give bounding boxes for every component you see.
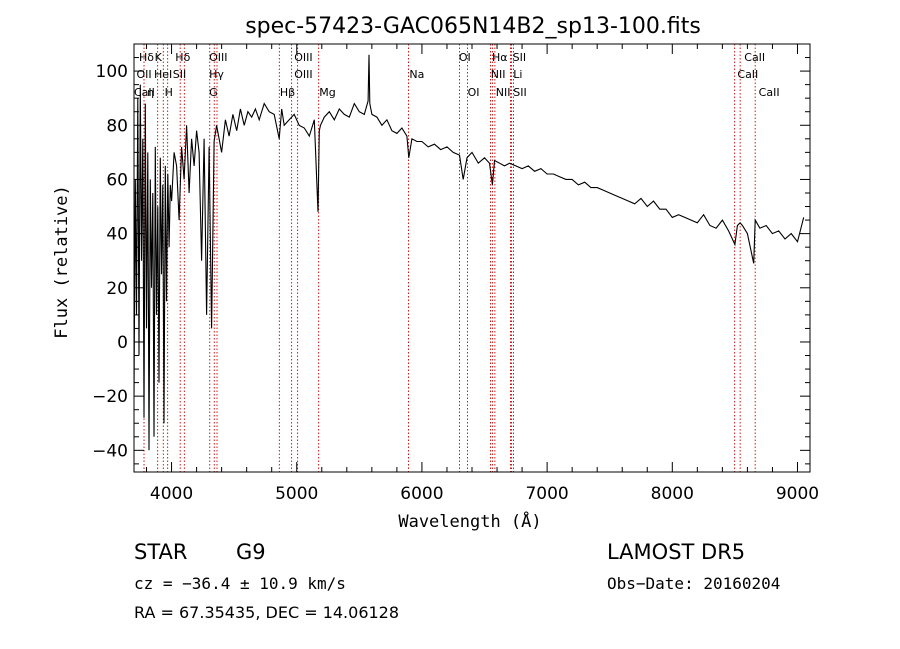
line-label-18: CaII [134,86,155,99]
line-label-9: OII [137,68,152,81]
y-tick-label-4: 40 [106,225,128,245]
survey-name: LAMOST DR5 [607,540,746,564]
line-label-26: SII [513,86,526,99]
line-label-12: Hγ [209,68,224,81]
chart-title: spec-57423-GAC065N14B2_sp13-100.fits [245,14,701,39]
line-label-3: OIII [209,51,227,64]
line-label-23: Mg [319,86,335,99]
line-label-7: SII [513,51,526,64]
x-tick-label-5: 9000 [776,484,819,504]
line-label-24: OI [468,86,480,99]
line-label-2: Hδ [175,51,190,64]
y-axis-label: Flux (relative) [52,185,72,339]
x-tick-label-0: 4000 [150,484,193,504]
line-label-16: Li [513,68,522,81]
line-label-27: CaII [759,86,780,99]
line-label-1: K [155,51,163,64]
y-tick-label-3: 20 [106,279,128,299]
x-tick-label-4: 8000 [651,484,694,504]
line-label-11: SII [173,68,186,81]
object-type: STAR [134,540,188,564]
line-label-10: HeI [154,68,172,81]
observation-date: Obs−Date: 20160204 [607,574,781,593]
y-tick-label-2: 0 [117,333,128,353]
spectrum-line [134,54,805,451]
line-label-17: CaII [737,68,758,81]
y-tick-label-0: −40 [92,441,128,461]
redshift-readout: cz = −36.4 ± 10.9 km/s [134,574,346,593]
y-tick-label-1: −20 [92,387,128,407]
line-label-19: η [147,86,154,99]
line-label-6: Hα [492,51,508,64]
x-tick-label-3: 7000 [525,484,568,504]
line-label-4: OIII [294,51,312,64]
x-tick-label-2: 6000 [400,484,443,504]
line-label-22: Hβ [280,86,295,99]
line-label-13: OIII [294,68,312,81]
line-label-5: OI [459,51,471,64]
plot-frame [133,43,811,473]
spectral-subclass: G9 [236,540,266,564]
line-label-25: NII [496,86,511,99]
y-tick-label-5: 60 [106,170,128,190]
line-label-0: Hδ [139,51,154,64]
line-label-20: H [165,86,173,99]
coordinates-readout: RA = 67.35435, DEC = 14.06128 [134,603,400,622]
line-label-21: G [209,86,218,99]
x-tick-label-1: 5000 [275,484,318,504]
y-tick-label-7: 100 [96,62,128,82]
line-label-14: Na [409,68,424,81]
y-tick-label-6: 80 [106,116,128,136]
line-label-8: CaII [744,51,765,64]
line-label-15: NII [491,68,506,81]
x-axis-label: Wavelength (Å) [398,510,541,532]
